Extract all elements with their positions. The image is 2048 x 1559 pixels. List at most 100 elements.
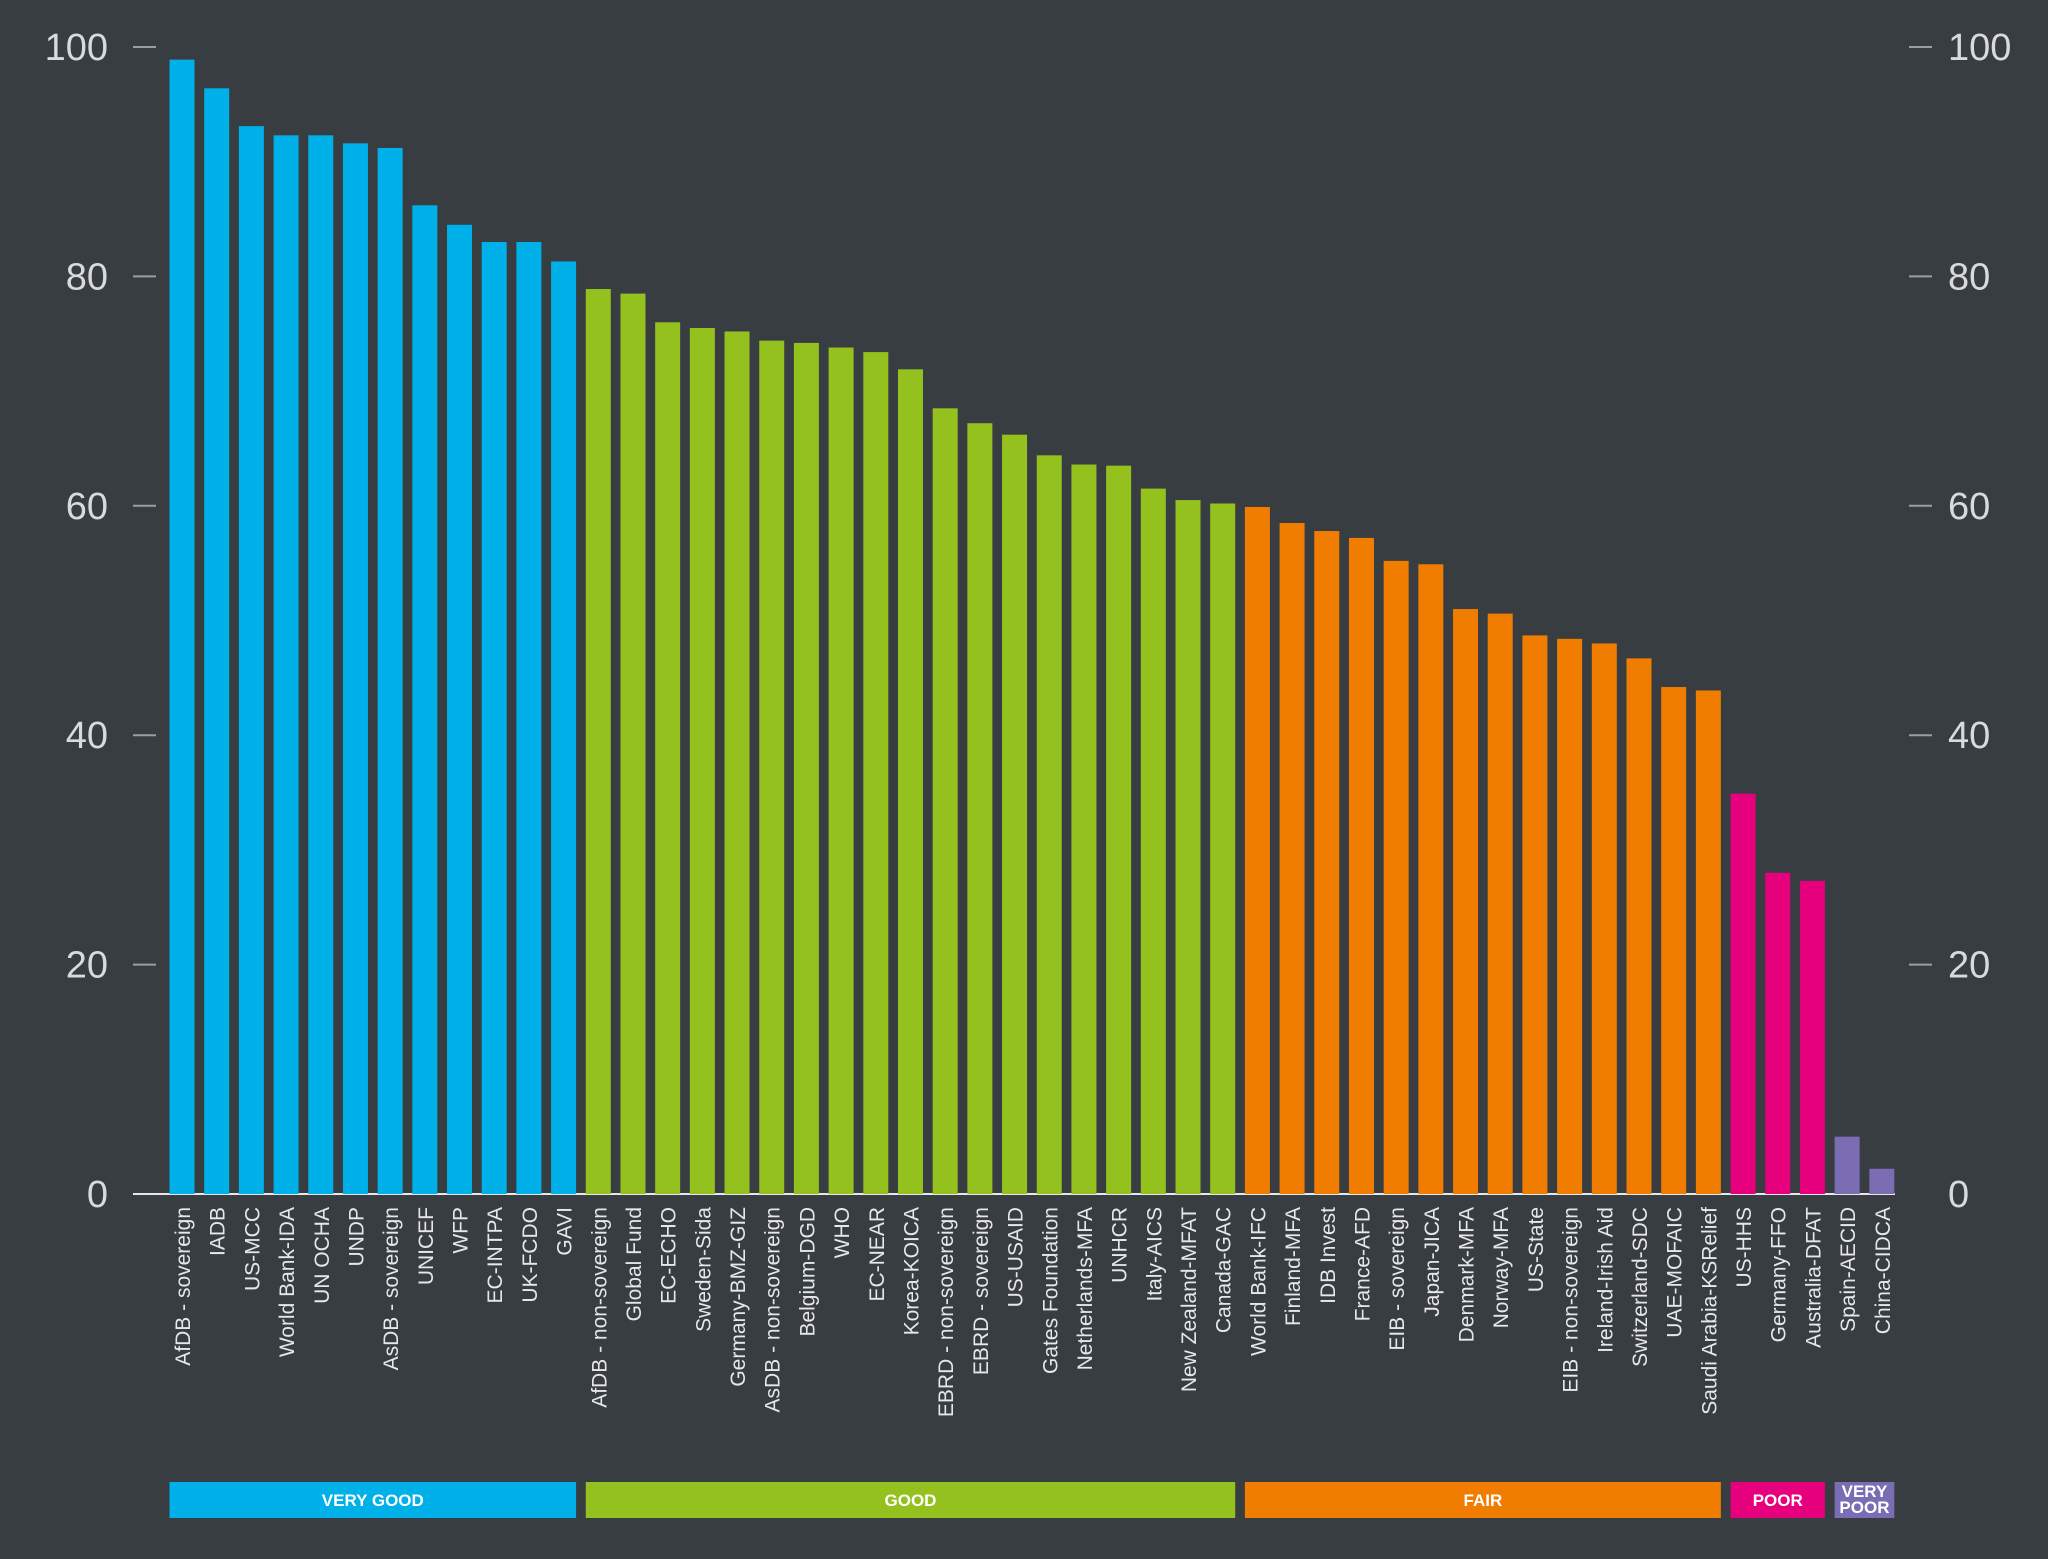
category-label: UK-FCDO [519, 1207, 542, 1303]
bar [828, 347, 854, 1194]
category-label: Sweden-Sida [692, 1207, 715, 1332]
bar [1175, 500, 1201, 1194]
bar [1487, 613, 1513, 1194]
y-tick-label-right: 0 [1948, 1174, 1969, 1216]
category-label: UNHCR [1109, 1207, 1132, 1283]
category-label: Canada-GAC [1213, 1207, 1236, 1333]
category-band [169, 1482, 577, 1518]
category-label: China-CIDCA [1872, 1207, 1895, 1334]
category-label: UN OCHA [311, 1207, 334, 1304]
category-band-label: VERY GOOD [322, 1491, 424, 1510]
bar [238, 126, 264, 1195]
bar [1591, 643, 1617, 1194]
category-label: AfDB - non-sovereign [588, 1207, 611, 1408]
bar [308, 135, 334, 1195]
bar [620, 293, 646, 1195]
category-label: Italy-AICS [1143, 1207, 1166, 1302]
category-band-label: GOOD [885, 1491, 937, 1510]
category-label: EBRD - non-sovereign [935, 1207, 958, 1417]
bar [1002, 434, 1028, 1194]
bar [793, 342, 819, 1194]
bar [863, 352, 889, 1194]
bar [1695, 690, 1721, 1194]
category-label: AsDB - non-sovereign [762, 1207, 785, 1412]
bar [1557, 638, 1583, 1194]
y-tick-label-left: 80 [66, 256, 108, 298]
category-label: UNICEF [415, 1207, 438, 1285]
category-label: WFP [450, 1207, 473, 1254]
y-tick-label-right: 100 [1948, 27, 2011, 69]
bars [169, 59, 1895, 1195]
category-label: WHO [831, 1207, 854, 1258]
category-band [585, 1482, 1236, 1518]
category-band-label: FAIR [1464, 1491, 1503, 1510]
bar [1522, 635, 1548, 1194]
bar [516, 241, 542, 1195]
category-label: GAVI [554, 1207, 577, 1256]
category-band-label: POOR [1839, 1498, 1889, 1517]
bar [169, 59, 195, 1195]
category-label: Netherlands-MFA [1074, 1207, 1097, 1370]
category-label: Spain-AECID [1837, 1207, 1860, 1332]
category-label: France-AFD [1351, 1207, 1374, 1321]
y-tick-label-left: 20 [66, 945, 108, 987]
category-label: Finland-MFA [1282, 1207, 1305, 1326]
bar [1383, 560, 1409, 1194]
bar [1071, 464, 1097, 1194]
bar [967, 423, 993, 1194]
bar [481, 241, 507, 1195]
y-tick-label-left: 100 [45, 27, 108, 69]
category-label: Ireland-Irish Aid [1594, 1207, 1617, 1353]
bar [1799, 880, 1825, 1194]
category-label: Australia-DFAT [1802, 1207, 1825, 1348]
category-label: US-MCC [241, 1207, 264, 1291]
category-label: EC-INTPA [484, 1207, 507, 1303]
bar [273, 135, 299, 1195]
category-label: New Zealand-MFAT [1178, 1207, 1201, 1392]
category-band-label: VERY [1842, 1482, 1888, 1501]
bar [932, 408, 958, 1194]
bar [689, 328, 715, 1194]
category-label: Switzerland-SDC [1629, 1207, 1652, 1367]
category-label: US-State [1525, 1207, 1548, 1292]
y-tick-label-left: 0 [87, 1174, 108, 1216]
bar [1210, 503, 1236, 1195]
bar [1106, 465, 1132, 1194]
bar [1314, 531, 1340, 1194]
category-band [1730, 1482, 1825, 1518]
bar [1244, 506, 1270, 1194]
category-band [1834, 1482, 1895, 1518]
bar [759, 340, 785, 1195]
category-labels: AfDB - sovereign IADB US-MCC World Bank-IDA… [172, 1207, 1895, 1417]
category-label: Gates Foundation [1039, 1207, 1062, 1374]
category-label: Germany-FFO [1768, 1207, 1791, 1342]
bar [1626, 658, 1652, 1194]
category-label: EC-NEAR [866, 1207, 889, 1302]
category-label: UAE-MOFAIC [1664, 1207, 1687, 1338]
category-label: Global Fund [623, 1207, 646, 1321]
y-tick-label-left: 60 [66, 486, 108, 528]
category-label: Belgium-DGD [796, 1207, 819, 1337]
bar [447, 224, 473, 1194]
y-tick-label-right: 80 [1948, 256, 1990, 298]
category-band [1244, 1482, 1721, 1518]
bar [655, 322, 681, 1194]
bar [204, 88, 230, 1195]
category-label: Norway-MFA [1490, 1207, 1513, 1328]
category-label: EBRD - sovereign [970, 1207, 993, 1375]
category-label: Saudi Arabia-KSRelief [1698, 1207, 1721, 1415]
bar [897, 369, 923, 1194]
category-label: EIB - sovereign [1386, 1207, 1409, 1351]
category-label: Germany-BMZ-GIZ [727, 1207, 750, 1387]
category-label: AsDB - sovereign [380, 1207, 403, 1370]
y-tick-label-right: 20 [1948, 945, 1990, 987]
bar [1834, 1136, 1860, 1194]
bar [1036, 455, 1062, 1194]
bar [551, 261, 577, 1194]
category-label: World Bank-IDA [276, 1207, 299, 1357]
category-label: AfDB - sovereign [172, 1207, 195, 1366]
bar [1730, 793, 1756, 1194]
bar [377, 147, 403, 1194]
